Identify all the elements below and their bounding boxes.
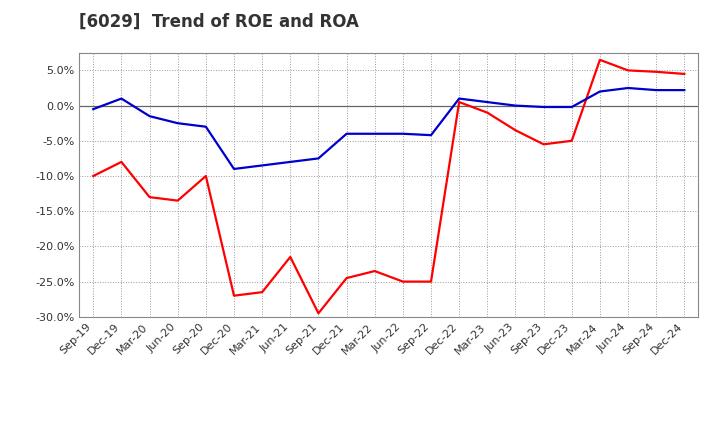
ROE bbox=[117, 159, 126, 165]
ROE bbox=[567, 138, 576, 143]
ROA bbox=[399, 131, 408, 136]
ROA bbox=[314, 156, 323, 161]
ROA bbox=[483, 99, 492, 105]
ROE bbox=[370, 268, 379, 274]
ROA bbox=[89, 106, 98, 112]
Line: ROE: ROE bbox=[94, 60, 684, 313]
ROA bbox=[258, 163, 266, 168]
ROE bbox=[483, 110, 492, 115]
ROE bbox=[539, 142, 548, 147]
ROA bbox=[145, 114, 154, 119]
ROE bbox=[145, 194, 154, 200]
ROE bbox=[399, 279, 408, 284]
Text: [6029]  Trend of ROE and ROA: [6029] Trend of ROE and ROA bbox=[79, 13, 359, 31]
ROA bbox=[595, 89, 604, 94]
ROA bbox=[342, 131, 351, 136]
ROA bbox=[539, 104, 548, 110]
ROE bbox=[286, 254, 294, 260]
ROE bbox=[202, 173, 210, 179]
ROE bbox=[511, 128, 520, 133]
ROA bbox=[652, 88, 660, 93]
ROA bbox=[511, 103, 520, 108]
ROE bbox=[230, 293, 238, 298]
ROA bbox=[230, 166, 238, 172]
ROE bbox=[342, 275, 351, 281]
ROA bbox=[624, 85, 632, 91]
ROA bbox=[286, 159, 294, 165]
ROA bbox=[174, 121, 182, 126]
ROA bbox=[117, 96, 126, 101]
ROA bbox=[202, 124, 210, 129]
ROE bbox=[314, 311, 323, 316]
ROE bbox=[680, 71, 688, 77]
ROE bbox=[174, 198, 182, 203]
ROE bbox=[258, 290, 266, 295]
ROE bbox=[89, 173, 98, 179]
ROA bbox=[455, 96, 464, 101]
ROA bbox=[427, 132, 436, 138]
Line: ROA: ROA bbox=[94, 88, 684, 169]
ROE bbox=[427, 279, 436, 284]
ROE bbox=[595, 57, 604, 62]
ROE bbox=[455, 99, 464, 105]
ROA bbox=[680, 88, 688, 93]
ROA bbox=[567, 104, 576, 110]
ROE bbox=[652, 69, 660, 74]
ROE bbox=[624, 68, 632, 73]
ROA bbox=[370, 131, 379, 136]
